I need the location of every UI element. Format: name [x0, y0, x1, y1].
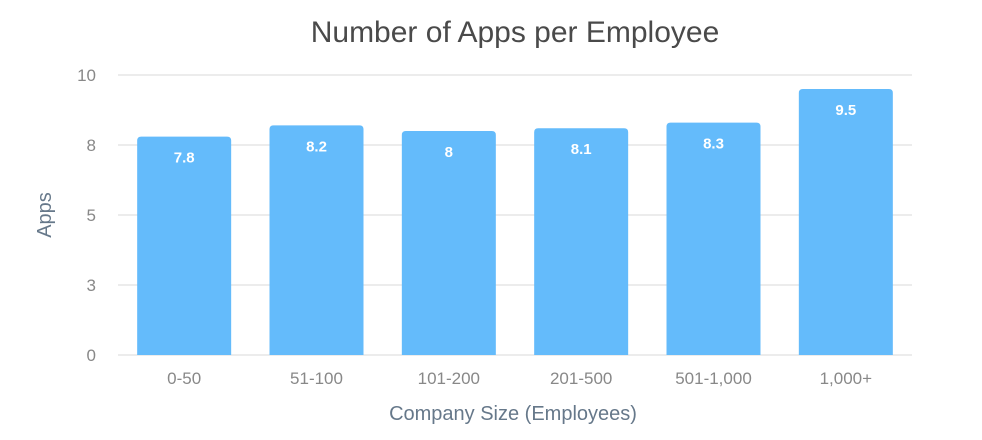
data-label: 8	[445, 144, 453, 161]
x-tick-label: 1,000+	[820, 369, 873, 388]
data-label: 8.3	[703, 136, 724, 153]
x-axis-ticks: 0-50 51-100 101-200 201-500 501-1,000 1,000+	[167, 369, 872, 388]
y-tick-label: 3	[87, 276, 96, 295]
chart-title: Number of Apps per Employee	[311, 16, 720, 49]
x-tick-label: 501-1,000	[675, 369, 752, 388]
data-label: 8.2	[306, 138, 327, 155]
bar-101-200	[401, 131, 496, 355]
x-axis-title: Company Size (Employees)	[389, 403, 637, 425]
bar-51-100	[269, 125, 364, 356]
x-tick-label: 51-100	[290, 369, 343, 388]
y-axis-ticks: 0 3 5 8 10	[77, 66, 96, 365]
grid-lines	[118, 74, 912, 356]
data-labels: 7.8 8.2 8 8.1 8.3 9.5	[174, 102, 857, 167]
y-tick-label: 5	[87, 206, 96, 225]
data-label: 7.8	[174, 150, 195, 167]
bars	[137, 89, 893, 356]
x-tick-label: 201-500	[550, 369, 612, 388]
y-axis-title: Apps	[34, 192, 56, 238]
bar-201-500	[534, 128, 629, 355]
y-tick-label: 10	[77, 66, 96, 85]
data-label: 9.5	[835, 102, 856, 119]
y-tick-label: 8	[87, 136, 96, 155]
y-tick-label: 0	[87, 346, 96, 365]
bar-0-50	[137, 136, 232, 355]
x-tick-label: 101-200	[418, 369, 480, 388]
bar-501-1,000	[666, 122, 761, 355]
bar-1,000+	[798, 89, 893, 355]
data-label: 8.1	[571, 141, 592, 158]
x-tick-label: 0-50	[167, 369, 201, 388]
